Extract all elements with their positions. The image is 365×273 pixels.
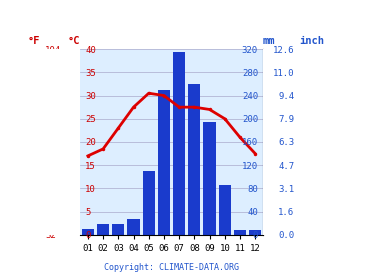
Text: °C: °C <box>68 35 80 46</box>
Bar <box>97 224 109 235</box>
Bar <box>143 171 155 235</box>
Text: Copyright: CLIMATE-DATA.ORG: Copyright: CLIMATE-DATA.ORG <box>104 263 239 272</box>
Bar <box>249 230 261 235</box>
Bar <box>219 185 231 235</box>
Text: inch: inch <box>299 35 324 46</box>
Bar <box>204 122 216 235</box>
Bar <box>127 218 139 235</box>
Bar <box>173 52 185 235</box>
Bar <box>158 90 170 235</box>
Bar <box>112 224 124 235</box>
Bar <box>82 229 94 235</box>
Bar <box>234 230 246 235</box>
Text: °F: °F <box>28 35 40 46</box>
Text: mm: mm <box>263 35 275 46</box>
Bar <box>188 84 200 235</box>
